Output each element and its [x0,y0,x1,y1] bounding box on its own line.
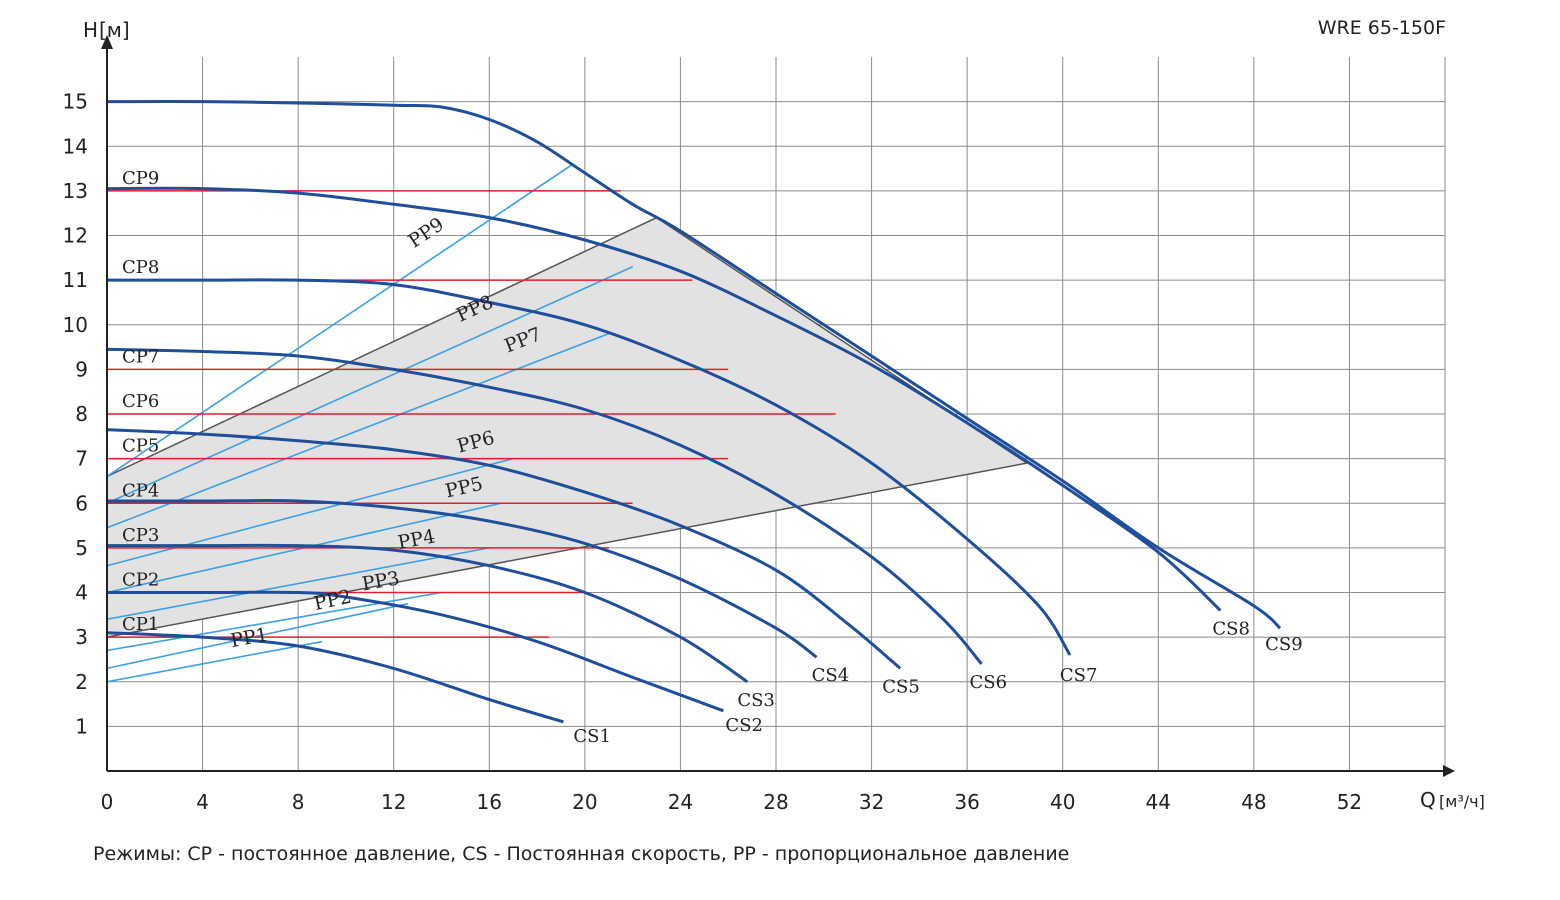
cs-label-cs7: CS7 [1060,665,1098,686]
cs-label-cs1: CS1 [573,726,611,747]
pp-curve-pp4 [106,547,490,621]
x-tick-label: 20 [572,790,597,814]
cp-label-cp3: CP3 [122,525,159,546]
x-tick-label: 0 [101,790,114,814]
x-tick-label: 36 [954,790,979,814]
model-title: WRE 65-150F [1318,17,1446,39]
pp-curves [106,163,633,683]
pp-label-pp9: PP9 [404,213,448,252]
footnote: Режимы: CP - постоянное давление, CS - П… [93,843,1070,865]
y-tick-label: 14 [63,134,88,158]
cs-label-cs5: CS5 [882,676,920,697]
cp-label-cp8: CP8 [122,257,159,278]
cs-label-cs4: CS4 [812,665,850,686]
y-tick-label: 15 [63,90,88,114]
cp-label-cp9: CP9 [122,168,159,189]
x-tick-label: 4 [196,790,209,814]
x-tick-label: 44 [1146,790,1171,814]
y-tick-label: 6 [75,491,88,515]
y-axis-unit: [м] [99,18,130,42]
y-tick-label: 2 [75,670,88,694]
cp-label-cp6: CP6 [122,391,159,412]
cs-curve-cs9 [106,100,1282,630]
x-tick-label: 24 [668,790,693,814]
pp-curve-pp7 [106,332,610,529]
x-tick-label: 16 [477,790,502,814]
axes: 0 4 8 12 16 20 24 28 32 36 40 44 48 52123456789101112… [63,17,1485,814]
cs-label-cs9: CS9 [1265,634,1303,655]
pp-curve-pp8 [106,266,633,504]
cs-label-cs3: CS3 [737,690,775,711]
cs-curve-cs4 [106,499,818,659]
cs-curves [106,100,1282,724]
x-tick-label: 8 [292,790,305,814]
y-tick-label: 3 [75,625,88,649]
cp-label-cp1: CP1 [122,614,159,635]
pp-curve-pp9 [106,163,574,478]
x-tick-label: 32 [859,790,884,814]
cs-curve-cs5 [106,428,902,670]
cs-curve-cs3 [107,543,749,684]
cs-label-cs6: CS6 [969,672,1007,693]
grid [107,57,1446,771]
y-tick-label: 1 [75,714,88,738]
cp-label-cp5: CP5 [122,436,159,457]
y-tick-label: 9 [75,357,88,381]
cs-label-cs8: CS8 [1212,618,1250,639]
cs-curve-cs1 [106,631,564,724]
cp-label-cp2: CP2 [122,570,159,591]
x-axis-arrow [1443,765,1455,777]
y-tick-label: 5 [75,536,88,560]
cs-curve-cs7 [106,278,1072,656]
x-tick-label: 48 [1241,790,1266,814]
y-tick-label: 13 [63,179,88,203]
y-tick-label: 7 [75,447,88,471]
cs-label-cs2: CS2 [725,715,763,736]
cs-curve-cs6 [106,347,983,665]
x-tick-label: 12 [381,790,406,814]
y-tick-label: 12 [63,224,88,248]
cp-label-cp7: CP7 [122,346,159,367]
y-axis-label: H [83,18,98,42]
x-tick-label: 52 [1337,790,1362,814]
x-axis-label: Q [1420,788,1436,812]
x-tick-label: 28 [763,790,788,814]
y-axis-arrow [101,35,113,49]
pp-curve-pp2 [106,602,409,670]
cp-label-cp4: CP4 [122,480,159,501]
x-tick-label: 40 [1050,790,1075,814]
y-tick-label: 11 [63,268,88,292]
y-tick-label: 10 [63,313,88,337]
cs-curve-cs2 [107,590,724,713]
cs-curve-cs8 [106,186,1222,612]
y-tick-label: 4 [75,581,88,605]
pp-curve-pp1 [106,640,323,683]
x-axis-unit: [м³/ч] [1439,792,1485,811]
y-tick-label: 8 [75,402,88,426]
